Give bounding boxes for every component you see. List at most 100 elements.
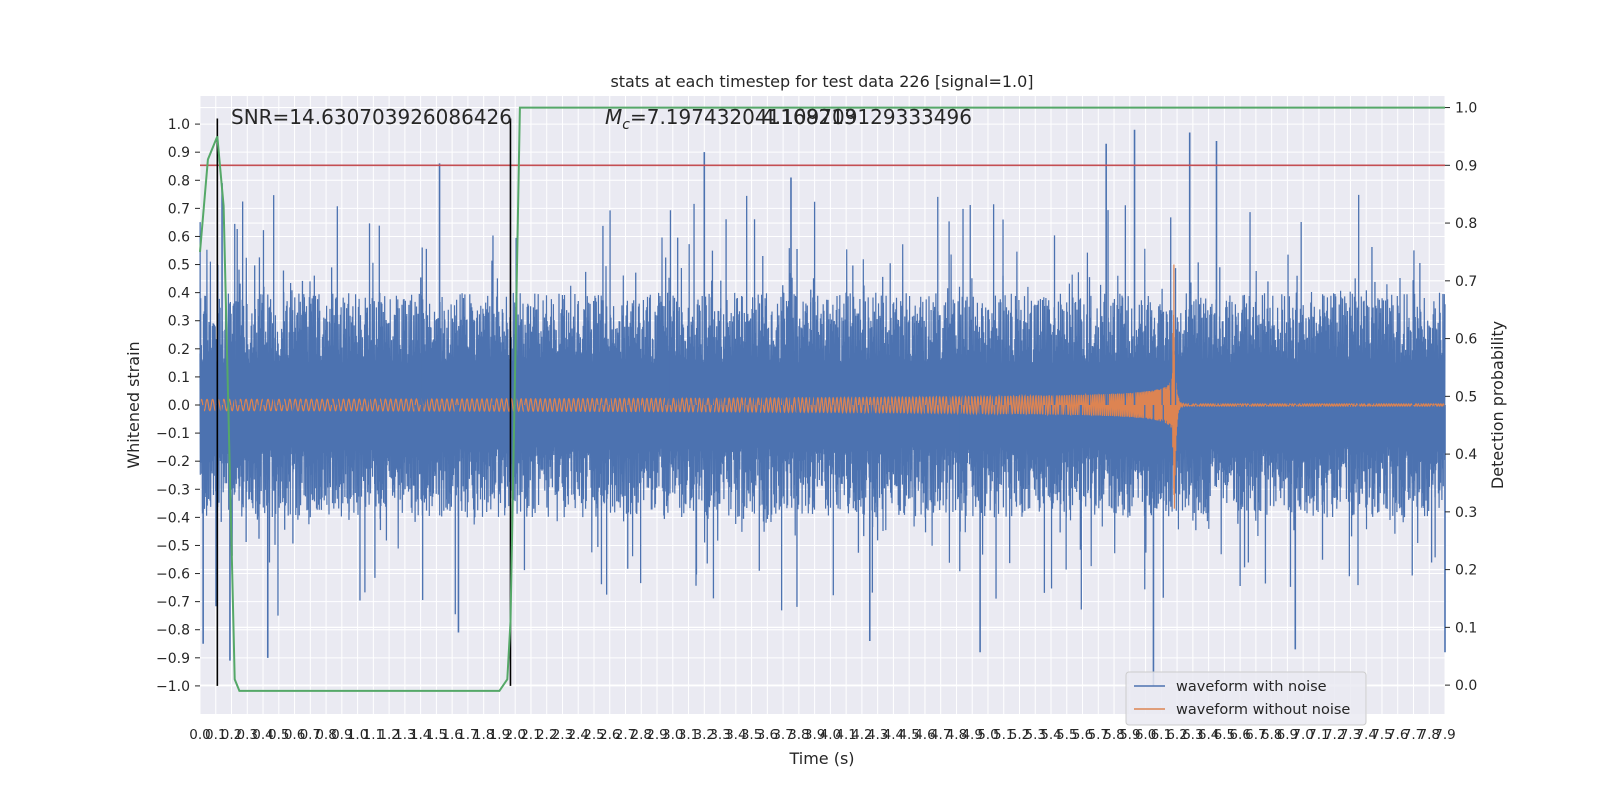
x-tick-label: 7.6 xyxy=(1387,727,1408,743)
y-tick-label: −0.8 xyxy=(156,623,190,639)
snr-annotation: SNR=14.630703926086426 xyxy=(231,105,512,129)
chirp-mass-annotation: Mc=7.197432041168213 xyxy=(605,105,857,133)
x-tick-label: 0.4 xyxy=(252,727,273,743)
right-axis-ticks: 0.0 0.1 0.2 0.3 0.4 0.5 0.6 0.7 0.8 0.9 1.0 xyxy=(1445,101,1477,694)
x-tick-label: 5.8 xyxy=(1103,727,1124,743)
y2-tick-label: 0.6 xyxy=(1455,332,1477,348)
x-tick-label: 1.5 xyxy=(426,727,447,743)
x-tick-label: 1.9 xyxy=(489,727,510,743)
x-tick-label: 7.9 xyxy=(1434,727,1455,743)
x-tick-label: 5.7 xyxy=(1088,727,1109,743)
y-tick-label: 0.5 xyxy=(168,258,190,274)
x-tick-label: 7.5 xyxy=(1371,727,1392,743)
x-tick-label: 6.3 xyxy=(1182,727,1203,743)
x-tick-label: 4.2 xyxy=(851,727,872,743)
y2-tick-label: 0.2 xyxy=(1455,563,1477,579)
legend-label-waveform-with-noise: waveform with noise xyxy=(1176,679,1327,695)
y-tick-label: 0.1 xyxy=(168,370,190,386)
x-tick-label: 7.2 xyxy=(1324,727,1345,743)
y-tick-label: −0.5 xyxy=(156,538,190,554)
x-tick-label: 5.9 xyxy=(1119,727,1140,743)
y-tick-label: 0.8 xyxy=(168,173,190,189)
x-tick-label: 6.7 xyxy=(1245,727,1266,743)
legend-box xyxy=(1125,671,1367,726)
x-tick-label: 3.1 xyxy=(678,727,699,743)
x-tick-label: 3.7 xyxy=(772,727,793,743)
legend: waveform with noise waveform without noi… xyxy=(1125,671,1367,726)
x-tick-label: 3.0 xyxy=(662,727,683,743)
y-tick-label: −0.4 xyxy=(156,510,190,526)
overlap-annotation: 4.109709129333496 xyxy=(762,105,972,129)
x-tick-label: 2.6 xyxy=(599,727,620,743)
x-tick-label: 5.6 xyxy=(1072,727,1093,743)
x-tick-label: 5.3 xyxy=(1025,727,1046,743)
x-tick-label: 0.2 xyxy=(221,727,242,743)
y-tick-label: 0.9 xyxy=(168,145,190,161)
x-tick-label: 6.5 xyxy=(1214,727,1235,743)
x-tick-label: 3.4 xyxy=(725,727,746,743)
x-tick-label: 2.0 xyxy=(504,727,525,743)
x-tick-label: 2.7 xyxy=(615,727,636,743)
x-tick-label: 4.0 xyxy=(820,727,841,743)
series-line-detection-probability xyxy=(199,106,1445,692)
y-tick-label: 0.0 xyxy=(168,398,190,414)
x-tick-label: 6.1 xyxy=(1151,727,1172,743)
y-tick-label: −0.7 xyxy=(156,595,190,611)
x-tick-label: 2.9 xyxy=(646,727,667,743)
x-tick-label: 4.9 xyxy=(961,727,982,743)
chirp-mass-subscript: c xyxy=(622,117,630,133)
y-tick-label: 0.4 xyxy=(168,286,190,302)
x-tick-label: 1.0 xyxy=(347,727,368,743)
x-tick-label: 7.8 xyxy=(1418,727,1439,743)
y-tick-label: 0.2 xyxy=(168,342,190,358)
x-tick-label: 7.7 xyxy=(1403,727,1424,743)
x-tick-label: 0.7 xyxy=(300,727,321,743)
x-tick-label: 2.8 xyxy=(631,727,652,743)
x-tick-label: 1.7 xyxy=(457,727,478,743)
x-tick-label: 4.6 xyxy=(914,727,935,743)
x-tick-label: 1.4 xyxy=(410,727,431,743)
x-tick-label: 4.4 xyxy=(883,727,904,743)
x-tick-label: 0.8 xyxy=(315,727,336,743)
x-tick-label: 1.1 xyxy=(363,727,384,743)
y2-tick-label: 0.8 xyxy=(1455,216,1477,232)
x-tick-label: 2.2 xyxy=(536,727,557,743)
y-tick-label: −1.0 xyxy=(156,679,190,695)
x-tick-label: 7.0 xyxy=(1292,727,1313,743)
x-tick-label: 6.9 xyxy=(1277,727,1298,743)
left-axis-ticks: −1.0 −0.9 −0.8 −0.7 −0.6 −0.5 −0.4 −0.3 −0.2 −0.1… xyxy=(156,117,200,695)
x-tick-label: 6.2 xyxy=(1166,727,1187,743)
x-tick-label: 3.8 xyxy=(788,727,809,743)
x-tick-label: 6.0 xyxy=(1135,727,1156,743)
y2-tick-label: 1.0 xyxy=(1455,101,1477,117)
y2-tick-label: 0.1 xyxy=(1455,620,1477,636)
legend-label-waveform-without-noise: waveform without noise xyxy=(1176,702,1350,718)
x-tick-label: 1.6 xyxy=(441,727,462,743)
x-tick-label: 2.4 xyxy=(567,727,588,743)
x-tick-label: 5.4 xyxy=(1040,727,1061,743)
y-tick-label: −0.3 xyxy=(156,482,190,498)
x-tick-label: 6.8 xyxy=(1261,727,1282,743)
x-tick-label: 2.5 xyxy=(583,727,604,743)
x-tick-label: 3.9 xyxy=(804,727,825,743)
x-tick-label: 7.4 xyxy=(1355,727,1376,743)
y-tick-label: −0.6 xyxy=(156,567,190,583)
x-tick-label: 0.6 xyxy=(284,727,305,743)
x-axis-label: Time (s) xyxy=(788,749,854,768)
x-tick-label: 6.4 xyxy=(1198,727,1219,743)
y2-tick-label: 0.0 xyxy=(1455,678,1477,694)
x-tick-label: 4.8 xyxy=(946,727,967,743)
y-tick-label: −0.2 xyxy=(156,454,190,470)
chart-title: stats at each timestep for test data 226… xyxy=(610,72,1033,91)
y-tick-label: 0.7 xyxy=(168,201,190,217)
x-tick-label: 4.3 xyxy=(867,727,888,743)
y-tick-label: 0.3 xyxy=(168,314,190,330)
x-tick-label: 5.1 xyxy=(993,727,1014,743)
x-tick-label: 0.0 xyxy=(189,727,210,743)
x-tick-label: 4.7 xyxy=(930,727,951,743)
x-tick-label: 3.2 xyxy=(694,727,715,743)
y2-tick-label: 0.7 xyxy=(1455,274,1477,290)
x-tick-label: 0.1 xyxy=(205,727,226,743)
y-tick-label: −0.9 xyxy=(156,651,190,667)
